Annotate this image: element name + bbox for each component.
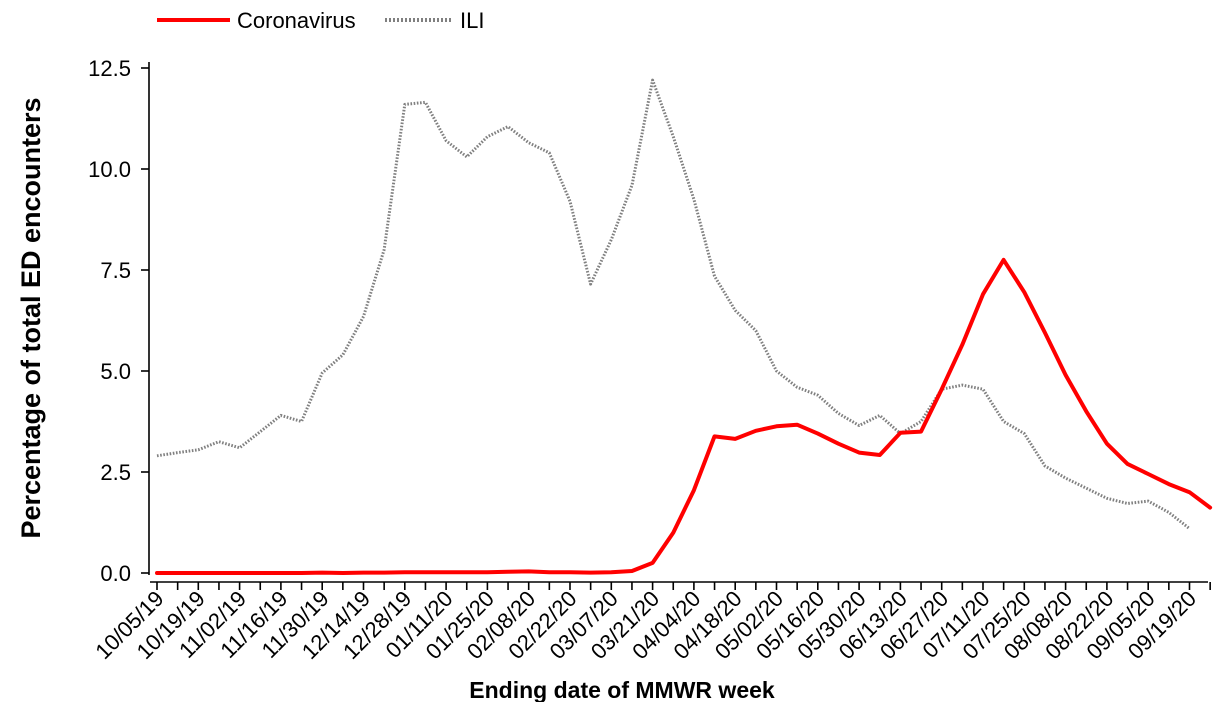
y-ticks: 0.0 2.5 5.0 7.5 10.0 12.5: [88, 56, 149, 586]
y-tick-label: 2.5: [100, 460, 131, 485]
legend-label-ili: ILI: [460, 8, 484, 33]
legend: Coronavirus ILI: [157, 8, 484, 33]
series-layer: [155, 78, 1213, 575]
series-line-coronavirus: [155, 257, 1213, 575]
y-tick-label: 12.5: [88, 56, 131, 81]
y-tick-label: 7.5: [100, 258, 131, 283]
legend-label-coronavirus: Coronavirus: [237, 8, 356, 33]
y-tick-label: 10.0: [88, 157, 131, 182]
y-axis-title: Percentage of total ED encounters: [16, 97, 46, 538]
y-tick-label: 5.0: [100, 359, 131, 384]
y-tick-label: 0.0: [100, 561, 131, 586]
x-axis-title: Ending date of MMWR week: [469, 677, 775, 702]
series-line-ili: [156, 78, 1191, 530]
x-ticks: 10/05/1910/19/1911/02/1911/16/1911/30/19…: [90, 582, 1211, 664]
